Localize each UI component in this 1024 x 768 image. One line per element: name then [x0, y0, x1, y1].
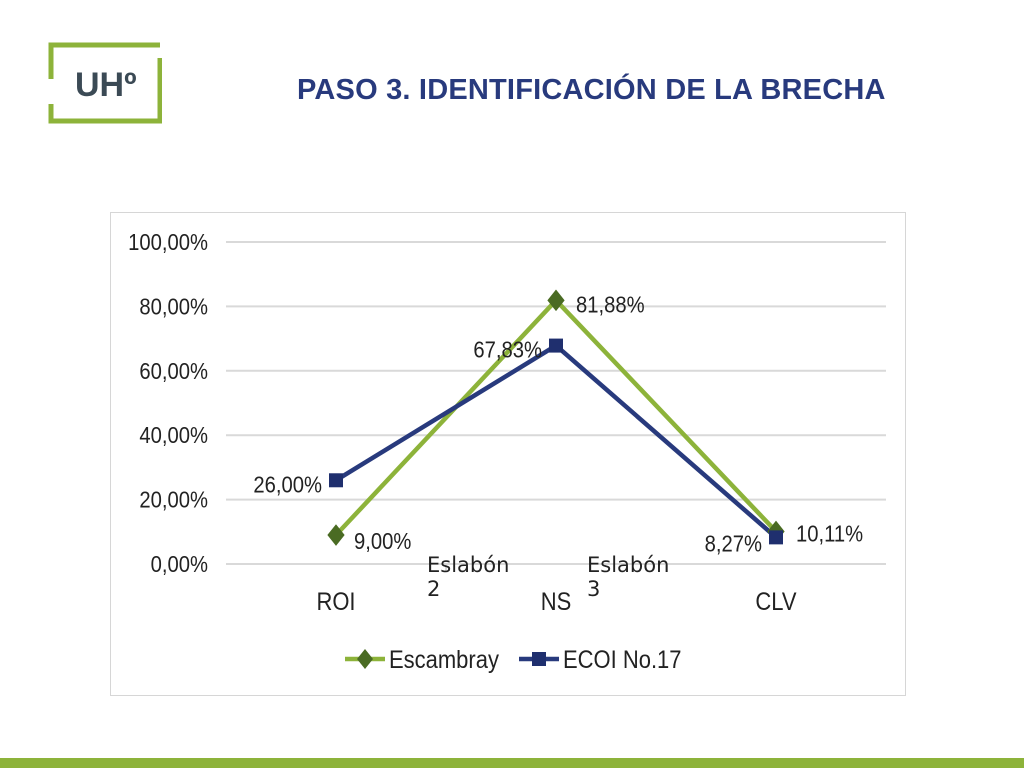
data-label: 81,88% [576, 291, 645, 318]
data-point [769, 530, 783, 545]
data-label: 26,00% [253, 471, 322, 498]
legend-marker [357, 649, 373, 669]
x-tick-label: NS [541, 588, 572, 616]
y-tick-label: 60,00% [139, 358, 208, 385]
data-label: 67,83% [473, 336, 542, 363]
x-tick-label: CLV [755, 588, 796, 616]
y-tick-label: 0,00% [151, 551, 208, 578]
data-point [327, 524, 345, 546]
uh-logo: UHº [48, 42, 162, 124]
data-point [549, 338, 563, 353]
line-chart: 0,00% 20,00% 40,00% 60,00% 80,00% 100,00% ROI N… [128, 229, 886, 674]
y-tick-label: 80,00% [139, 293, 208, 320]
annotation-eslabon-2: Eslabón 2 [427, 553, 510, 601]
y-tick-label: 40,00% [139, 422, 208, 449]
annotation-eslabon-3: Eslabón 3 [587, 553, 670, 601]
data-label: 9,00% [354, 528, 411, 555]
legend-label: ECOI No.17 [563, 646, 682, 674]
series-line [334, 343, 778, 540]
data-label: 8,27% [705, 530, 762, 557]
y-tick-label: 100,00% [128, 229, 208, 256]
data-label: 10,11% [796, 520, 863, 547]
data-point [329, 473, 343, 488]
chart-frame: 0,00% 20,00% 40,00% 60,00% 80,00% 100,00% ROI N… [110, 212, 906, 696]
data-point [547, 289, 565, 312]
x-tick-label: ROI [316, 588, 355, 616]
footer-bar [0, 758, 1024, 768]
y-tick-label: 20,00% [139, 486, 208, 513]
legend-marker [532, 652, 546, 666]
logo-text: UHº [75, 66, 137, 104]
legend-label: Escambray [389, 646, 499, 674]
page-title: PASO 3. IDENTIFICACIÓN DE LA BRECHA [297, 74, 886, 106]
